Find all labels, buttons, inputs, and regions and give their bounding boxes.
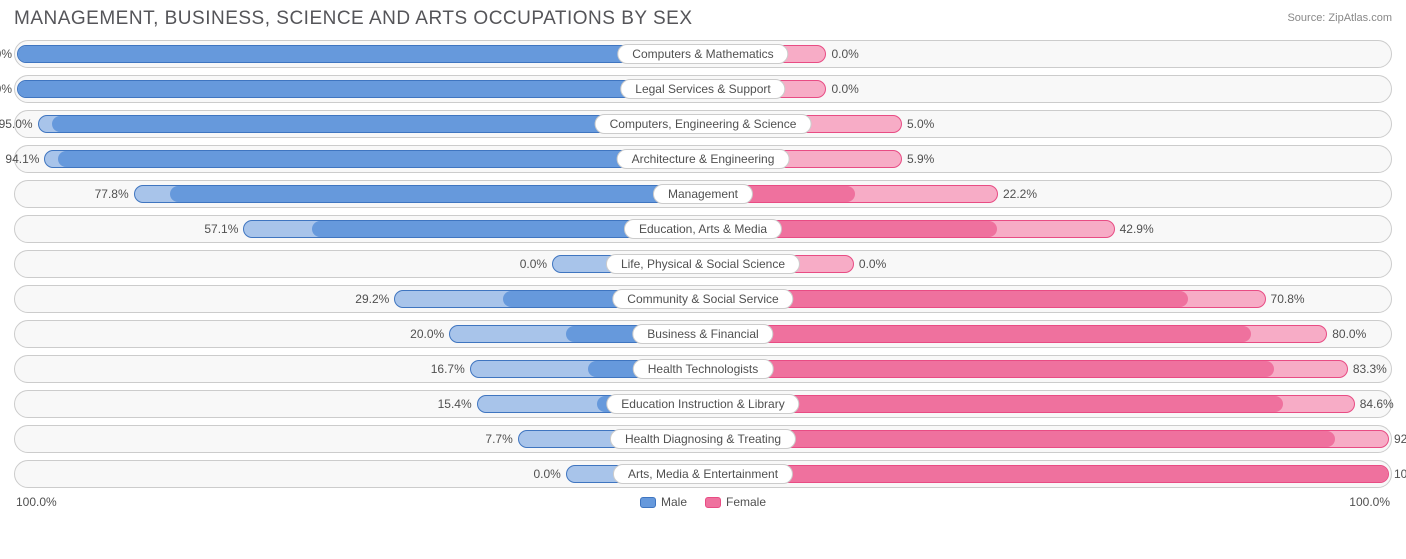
category-label: Community & Social Service [612,289,793,309]
female-pct: 84.6% [1360,397,1404,411]
chart-row: 0.0% 0.0% Life, Physical & Social Science [14,250,1392,278]
footer: 100.0% Male Female 100.0% [14,495,1392,509]
category-label: Computers, Engineering & Science [595,114,812,134]
chart-row: 29.2% 70.8% Community & Social Service [14,285,1392,313]
category-label: Legal Services & Support [620,79,785,99]
legend-label: Female [726,495,766,509]
female-bar: 84.6% [703,395,1355,413]
category-label: Education, Arts & Media [624,219,782,239]
female-pct: 70.8% [1271,292,1315,306]
male-pct: 100.0% [0,82,12,96]
female-pct: 5.9% [907,152,951,166]
category-label: Computers & Mathematics [617,44,788,64]
chart-row: 77.8% 22.2% Management [14,180,1392,208]
male-pct: 100.0% [0,47,12,61]
category-label: Arts, Media & Entertainment [613,464,793,484]
male-pct: 95.0% [0,117,33,131]
male-pct: 29.2% [345,292,389,306]
female-pct: 0.0% [831,82,875,96]
male-pct: 20.0% [400,327,444,341]
category-label: Management [653,184,753,204]
male-pct: 16.7% [421,362,465,376]
chart-row: 100.0% 0.0% Computers & Mathematics [14,40,1392,68]
male-pct: 15.4% [428,397,472,411]
legend-label: Male [661,495,687,509]
female-pct: 80.0% [1332,327,1376,341]
chart-row: 100.0% 0.0% Legal Services & Support [14,75,1392,103]
male-swatch-icon [640,497,656,508]
category-label: Architecture & Engineering [617,149,790,169]
axis-left-label: 100.0% [16,495,57,509]
female-swatch-icon [705,497,721,508]
category-label: Business & Financial [632,324,773,344]
chart-row: 16.7% 83.3%Health Technologists [14,355,1392,383]
female-pct: 22.2% [1003,187,1047,201]
chart-row: 94.1% 5.9% Architecture & Engineering [14,145,1392,173]
female-pct: 42.9% [1120,222,1164,236]
female-pct: 92.3% [1394,432,1406,446]
legend-item-female: Female [705,495,766,509]
axis-right-label: 100.0% [1349,495,1390,509]
chart-row: 95.0%5.0%Computers, Engineering & Scienc… [14,110,1392,138]
category-label: Health Diagnosing & Treating [610,429,796,449]
female-bar: 83.3% [703,360,1348,378]
chart-area: 100.0%0.0%Computers & Mathematics100.0%0… [14,40,1392,488]
legend: Male Female [640,495,766,509]
male-pct: 7.7% [469,432,513,446]
male-pct: 77.8% [85,187,129,201]
category-label: Life, Physical & Social Science [606,254,800,274]
category-label: Health Technologists [633,359,774,379]
female-pct: 0.0% [859,257,903,271]
source-label: Source: ZipAtlas.com [1287,12,1392,24]
category-label: Education Instruction & Library [606,394,799,414]
male-bar: 100.0% [17,80,703,98]
male-bar: 94.1% [44,150,703,168]
chart-row: 57.1% 42.9% Education, Arts & Media [14,215,1392,243]
female-pct: 5.0% [907,117,951,131]
female-bar: 100.0% [703,465,1389,483]
female-pct: 0.0% [831,47,875,61]
chart-title: MANAGEMENT, BUSINESS, SCIENCE AND ARTS O… [14,8,693,30]
chart-row: 15.4% 84.6%Education Instruction & Librar… [14,390,1392,418]
female-bar: 80.0% [703,325,1327,343]
legend-item-male: Male [640,495,687,509]
female-pct: 100.0% [1394,467,1406,481]
male-bar: 77.8% [134,185,703,203]
chart-row: 20.0%80.0%Business & Financial [14,320,1392,348]
male-pct: 0.0% [517,467,561,481]
chart-row: 7.7% 92.3%Health Diagnosing & Treating [14,425,1392,453]
male-bar: 100.0% [17,45,703,63]
chart-row: 0.0% 100.0%Arts, Media & Entertainment [14,460,1392,488]
female-pct: 83.3% [1353,362,1397,376]
male-pct: 94.1% [0,152,39,166]
female-bar: 92.3% [703,430,1389,448]
male-pct: 0.0% [503,257,547,271]
male-pct: 57.1% [194,222,238,236]
